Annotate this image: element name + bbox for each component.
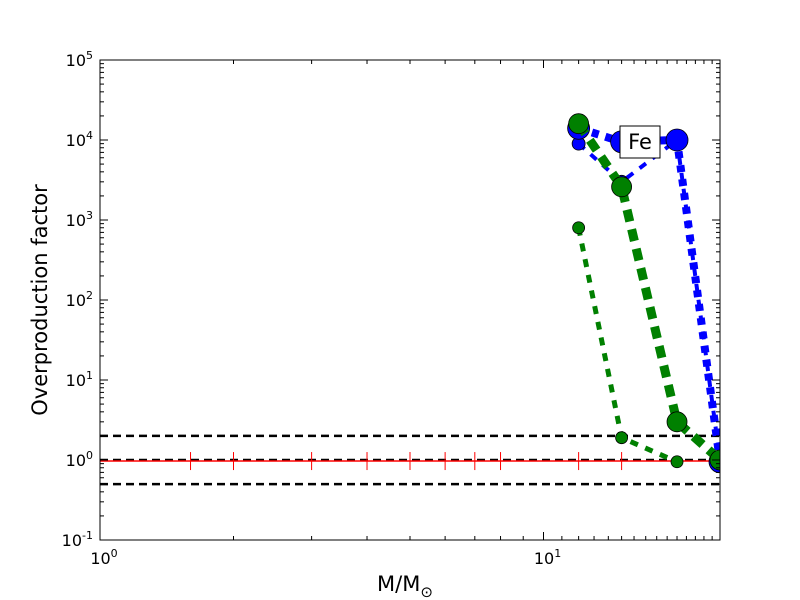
y-tick-label: 105	[66, 49, 93, 70]
series-line	[574, 121, 720, 464]
y-tick-label: 100	[66, 449, 93, 470]
series-point	[666, 411, 688, 433]
y-tick-label: 102	[66, 289, 93, 310]
y-tick-label: 101	[66, 369, 93, 390]
x-tick-label: 100	[90, 547, 117, 568]
fe-annotation: Fe	[619, 125, 661, 159]
series-point	[611, 176, 633, 198]
series-line	[577, 136, 720, 461]
series	[572, 221, 684, 469]
x-axis-label: M/M⊙	[377, 572, 433, 600]
annotation-label: Fe	[628, 130, 652, 154]
series-point	[572, 221, 586, 235]
x-tick-label: 101	[534, 547, 561, 568]
series-point	[615, 431, 629, 445]
series-point	[670, 455, 684, 469]
series-point	[568, 113, 590, 135]
annotation-box	[619, 125, 661, 159]
series-point	[665, 128, 689, 152]
y-tick-label: 104	[66, 129, 93, 150]
y-tick-label: 10-1	[62, 529, 93, 550]
y-tick-label: 103	[66, 209, 93, 230]
baseline-group	[100, 452, 720, 471]
axis-ticks	[99, 59, 721, 541]
series	[568, 113, 720, 471]
y-axis-label: Overproduction factor	[28, 184, 52, 416]
